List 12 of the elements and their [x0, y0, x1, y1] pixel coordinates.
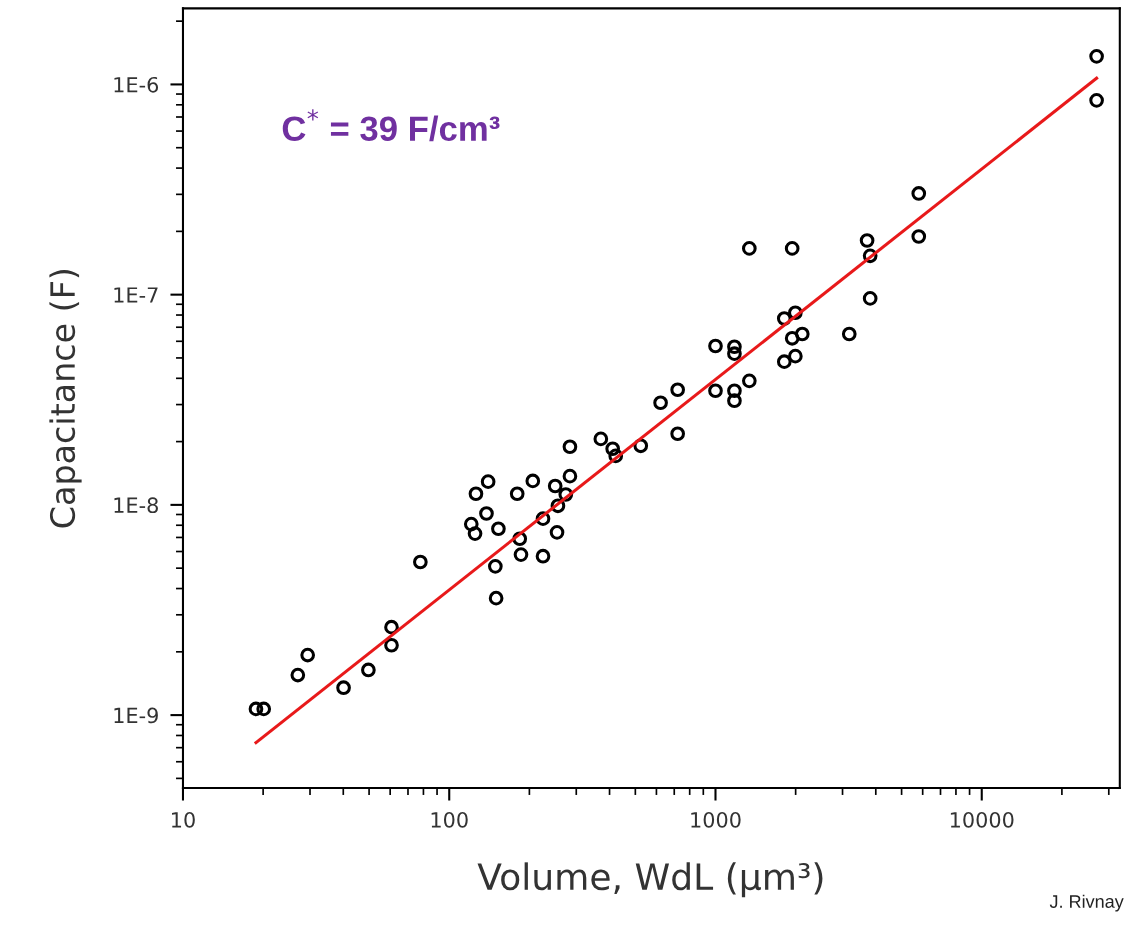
- y-axis-title: Capacitance (F): [49, 270, 82, 528]
- x-tick-label: 10000: [950, 811, 1014, 828]
- x-tick-label: 1000: [691, 811, 741, 828]
- x-tick-label: 10: [172, 811, 195, 828]
- y-tick-label: 1E-6: [114, 76, 159, 93]
- x-axis-title: Volume, WdL (µm³): [477, 862, 823, 898]
- y-tick-label: 1E-9: [114, 707, 158, 724]
- y-tick-label: 1E-8: [114, 497, 158, 514]
- annotation: C$^{*}$ = 39 F/cm³: [282, 109, 500, 142]
- text: J. Rivnay: [1049, 894, 1124, 912]
- x-tick-label: 100: [431, 811, 468, 828]
- y-tick-label: 1E-7: [114, 287, 158, 303]
